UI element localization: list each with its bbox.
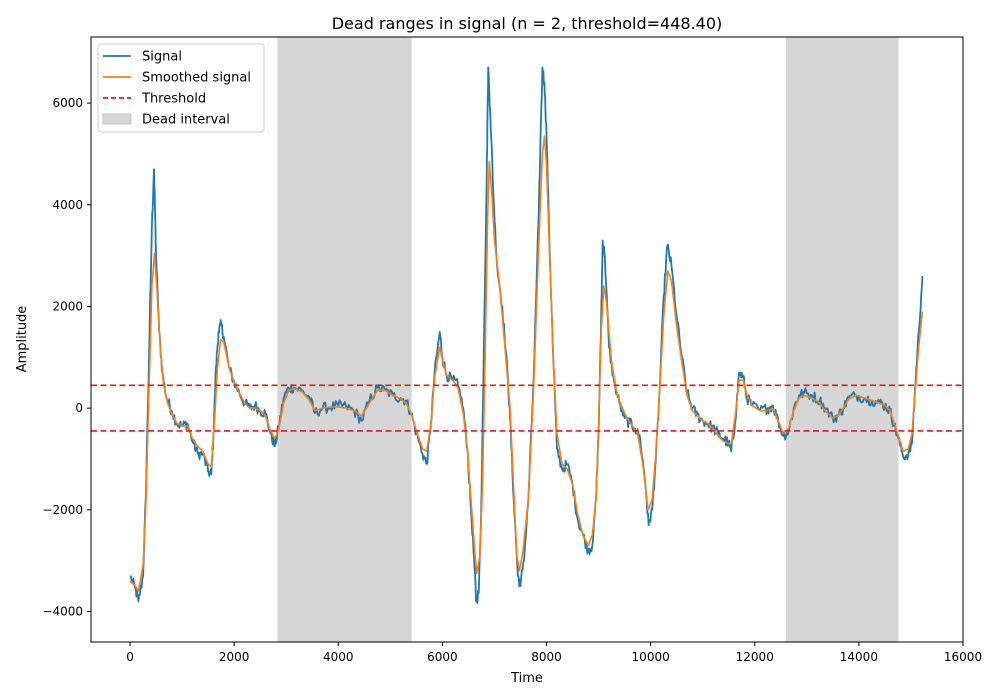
legend-label: Dead interval — [142, 113, 230, 128]
legend-swatch — [102, 113, 132, 125]
x-tick-label: 6000 — [427, 650, 458, 664]
x-tick-label: 14000 — [840, 650, 878, 664]
legend-label: Smoothed signal — [142, 71, 251, 86]
y-tick-label: −4000 — [42, 604, 83, 618]
chart-title: Dead ranges in signal (n = 2, threshold=… — [332, 14, 723, 33]
dead-interval-2 — [785, 37, 899, 642]
x-tick-label: 10000 — [632, 650, 670, 664]
x-axis: 0 2000 4000 6000 8000 10000 12000 14000 16000 — [126, 642, 982, 664]
legend-box — [97, 43, 265, 133]
series-smoothed-signal — [129, 135, 924, 592]
x-tick-label: 12000 — [736, 650, 774, 664]
x-tick-label: 16000 — [944, 650, 982, 664]
x-tick-label: 4000 — [323, 650, 354, 664]
y-tick-label: 4000 — [52, 198, 83, 212]
series-lines — [129, 66, 924, 604]
y-axis: −4000 −2000 0 2000 4000 6000 — [42, 96, 91, 618]
x-tick-label: 2000 — [219, 650, 250, 664]
y-tick-label: −2000 — [42, 503, 83, 517]
y-tick-label: 0 — [75, 401, 83, 415]
legend-label: Threshold — [141, 92, 206, 107]
x-tick-label: 0 — [126, 650, 134, 664]
y-axis-label: Amplitude — [15, 306, 30, 373]
plot-area — [90, 36, 964, 643]
legend: Signal Smoothed signal Threshold Dead inter… — [97, 43, 265, 133]
y-tick-label: 6000 — [52, 96, 83, 110]
legend-label: Signal — [142, 50, 182, 65]
threshold-lines — [91, 384, 963, 432]
y-tick-label: 2000 — [52, 299, 83, 313]
x-tick-label: 8000 — [531, 650, 562, 664]
dead-interval-1 — [277, 37, 412, 642]
x-axis-label: Time — [510, 671, 543, 686]
dead-intervals — [277, 37, 899, 642]
